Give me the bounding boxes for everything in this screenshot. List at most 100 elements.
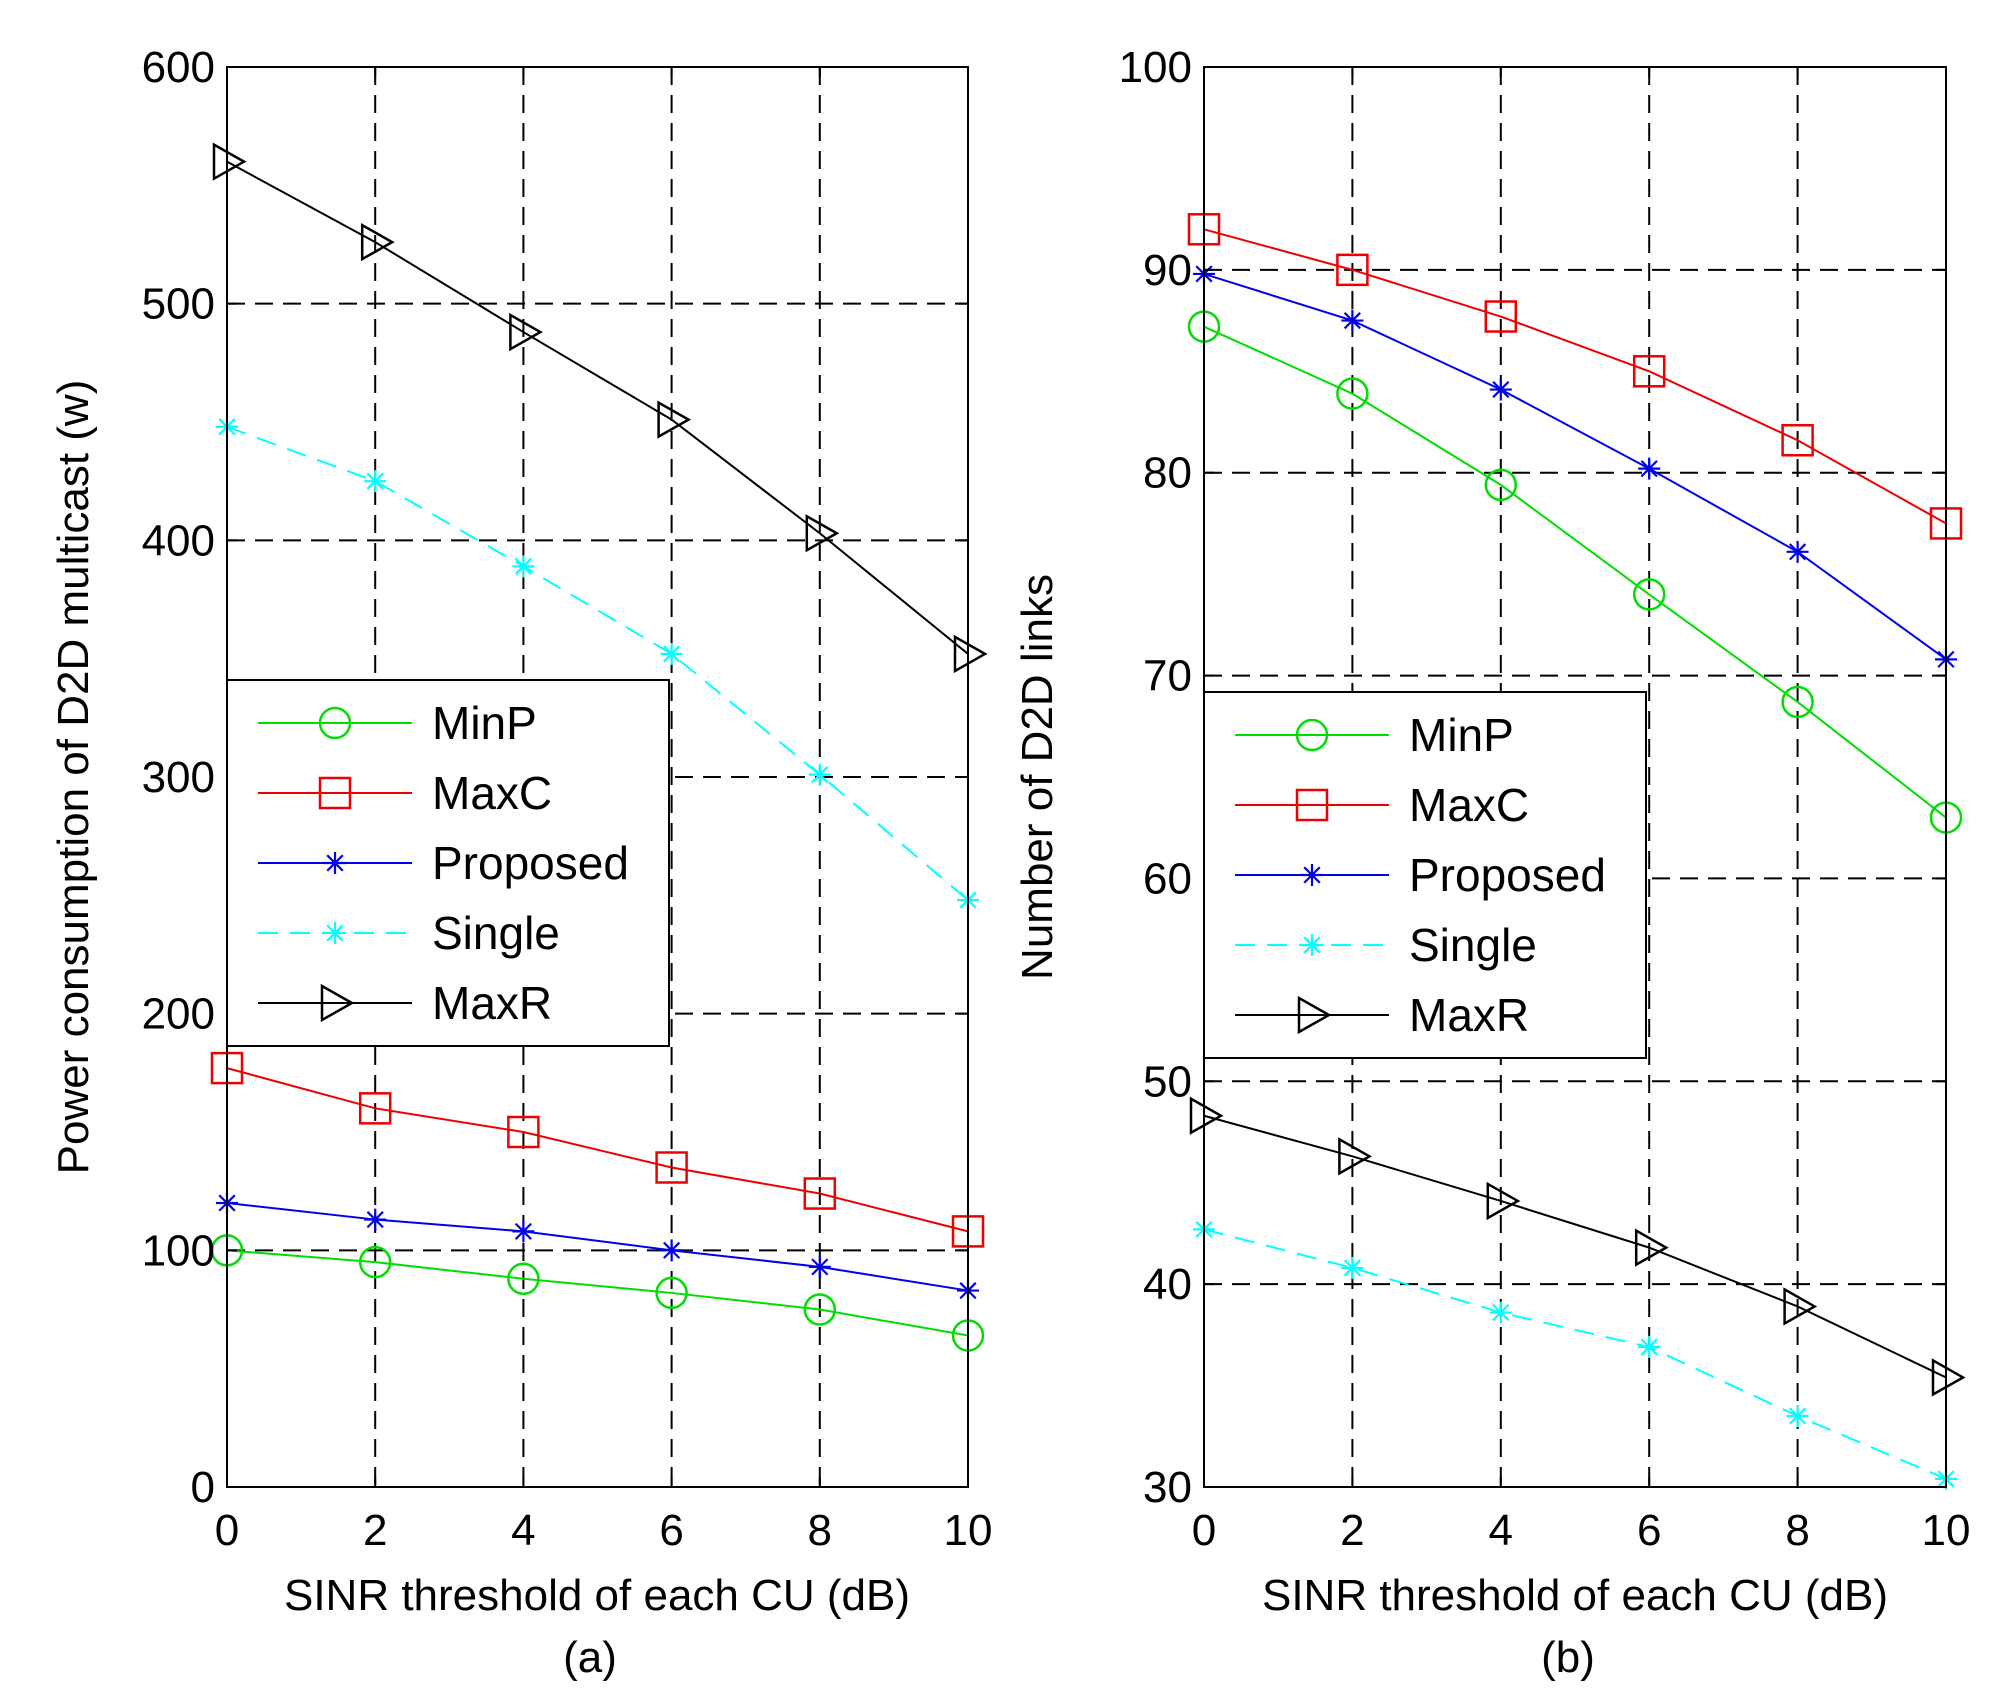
data-point-single	[1489, 1301, 1512, 1324]
data-point-maxr	[805, 514, 840, 553]
y-axis-label-a: Power consumption of D2D multicast (w)	[49, 380, 98, 1175]
series-line-maxc	[1203, 228, 1947, 525]
y-tick-label: 90	[1143, 246, 1192, 295]
y-tick-label: 60	[1143, 854, 1192, 903]
series-line-maxr	[1203, 1114, 1947, 1379]
x-tick-label: 4	[511, 1506, 535, 1555]
data-point-proposed	[364, 1208, 387, 1231]
data-point-maxc	[655, 1151, 688, 1184]
caption-a: (a)	[563, 1633, 617, 1682]
data-point-single	[1341, 1256, 1364, 1279]
data-point-single	[1786, 1405, 1809, 1427]
legend-marker-maxc	[1295, 788, 1329, 822]
x-tick-label: 6	[659, 1506, 683, 1555]
data-point-maxr	[1189, 1096, 1224, 1135]
legend-label-single: Single	[1409, 919, 1537, 971]
legend-b: MinP MaxC Proposed Single MaxR	[1203, 691, 1647, 1059]
data-point-proposed	[1489, 378, 1512, 401]
data-point-single	[1638, 1336, 1661, 1359]
y-tick-label: 100	[1119, 43, 1192, 92]
legend-label-maxr: MaxR	[432, 977, 552, 1029]
data-point-maxr	[1783, 1287, 1818, 1326]
data-point-minp	[1632, 578, 1666, 611]
x-axis-label-a: SINR threshold of each CU (dB)	[284, 1571, 910, 1620]
x-tick-label: 2	[1340, 1506, 1364, 1555]
legend-label-maxc: MaxC	[1409, 779, 1529, 831]
series-line-proposed	[226, 1202, 969, 1292]
data-point-single	[660, 642, 683, 665]
data-point-minp	[1781, 685, 1814, 719]
x-tick-label: 4	[1489, 1506, 1513, 1555]
series-line-single	[1203, 1228, 1947, 1480]
series-line-maxc	[226, 1067, 969, 1233]
y-tick-label: 300	[142, 753, 215, 802]
caption-b: (b)	[1541, 1633, 1595, 1682]
legend-label-maxc: MaxC	[432, 767, 552, 819]
data-point-maxr	[360, 222, 395, 262]
x-tick-label: 6	[1637, 1506, 1661, 1555]
data-point-proposed	[808, 1255, 831, 1278]
legend-marker-single	[324, 922, 346, 944]
data-point-maxr	[1338, 1137, 1372, 1176]
data-point-maxc	[507, 1115, 540, 1149]
data-point-single	[512, 555, 535, 578]
y-tick-label: 70	[1143, 652, 1192, 701]
legend-label-proposed: Proposed	[1409, 849, 1606, 901]
series-line-maxr	[226, 160, 969, 655]
data-point-proposed	[660, 1239, 683, 1262]
series-line-minp	[1203, 325, 1947, 819]
data-point-maxc	[803, 1177, 837, 1210]
legend-label-minp: MinP	[432, 697, 537, 749]
data-point-maxc	[1484, 300, 1518, 333]
x-tick-label: 10	[944, 1506, 993, 1555]
legend-a: MinP MaxC Proposed Single MaxR	[226, 679, 670, 1047]
legend-marker-minp	[1295, 718, 1329, 752]
legend-label-minp: MinP	[1409, 709, 1514, 761]
data-point-minp	[803, 1293, 837, 1326]
data-point-single	[364, 470, 387, 493]
data-point-proposed	[512, 1220, 535, 1243]
data-point-minp	[1336, 377, 1369, 410]
ticks-b: 0 2 4 6 8 10 30 40 50 60 70 80 90 100	[1119, 43, 1971, 1555]
data-point-minp	[655, 1276, 688, 1310]
series-line-proposed	[1203, 272, 1947, 661]
data-point-proposed	[1786, 540, 1809, 563]
data-point-maxr	[657, 400, 692, 439]
x-tick-label: 8	[1785, 1506, 1809, 1555]
y-tick-label: 600	[142, 43, 215, 92]
y-tick-label: 30	[1143, 1463, 1192, 1512]
grid-b	[1204, 67, 1946, 1487]
series-group-a	[210, 142, 988, 1352]
y-tick-label: 0	[191, 1463, 215, 1512]
data-point-maxr	[953, 634, 988, 674]
x-tick-label: 0	[1192, 1506, 1216, 1555]
data-point-maxc	[1632, 355, 1666, 388]
series-line-single	[226, 425, 969, 901]
y-axis-label-b: Number of D2D links	[1013, 574, 1062, 980]
y-tick-label: 400	[142, 516, 215, 565]
y-tick-label: 80	[1143, 449, 1192, 498]
x-tick-label: 10	[1922, 1506, 1971, 1555]
y-tick-label: 100	[142, 1226, 215, 1275]
data-point-proposed	[1638, 457, 1661, 480]
legend-marker-proposed	[1301, 864, 1323, 886]
data-point-minp	[507, 1262, 540, 1295]
legend-label-maxr: MaxR	[1409, 989, 1529, 1041]
x-tick-label: 2	[363, 1506, 387, 1555]
data-point-maxr	[1486, 1181, 1521, 1221]
data-point-single	[808, 763, 831, 786]
x-axis-label-b: SINR threshold of each CU (dB)	[1262, 1571, 1888, 1620]
data-point-proposed	[1341, 309, 1364, 332]
series-line-minp	[226, 1249, 969, 1337]
x-tick-label: 8	[808, 1506, 832, 1555]
legend-marker-single	[1301, 934, 1323, 956]
data-point-maxr	[509, 312, 543, 352]
y-tick-label: 200	[142, 990, 215, 1039]
data-point-minp	[358, 1245, 392, 1279]
legend-marker-maxr	[320, 983, 355, 1023]
data-point-maxr	[1634, 1228, 1669, 1267]
legend-marker-maxr	[1297, 995, 1332, 1035]
